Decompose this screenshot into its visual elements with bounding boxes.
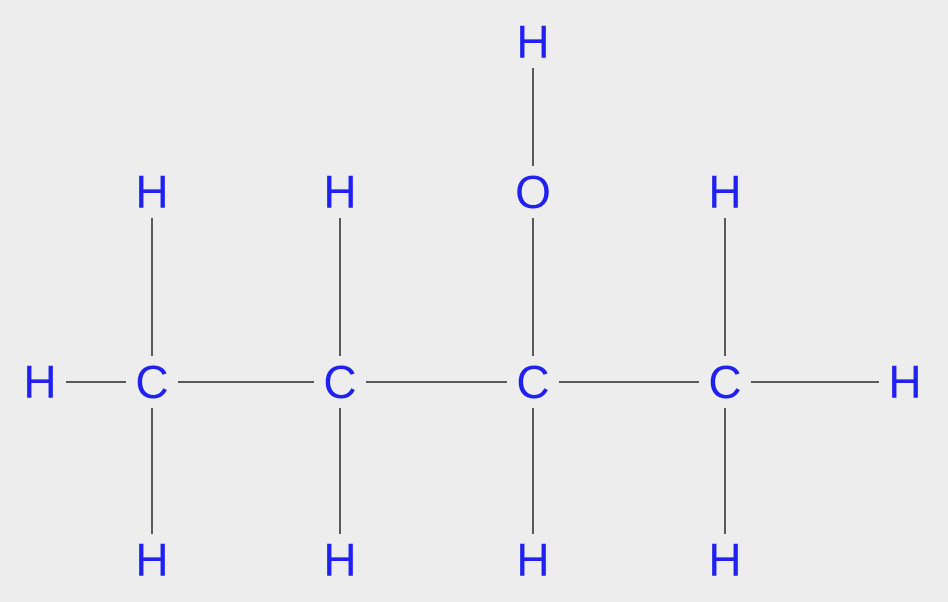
bond [532, 408, 534, 534]
bond [532, 68, 534, 166]
atom-c: C [516, 359, 549, 405]
bond [532, 218, 534, 356]
bond [66, 381, 126, 383]
bond [151, 218, 153, 356]
molecule-canvas: H H H O H H C C C C H H H H H [0, 0, 948, 602]
bond [339, 218, 341, 356]
atom-h: H [323, 537, 356, 583]
atom-o: O [515, 169, 551, 215]
atom-h: H [888, 359, 921, 405]
bond [559, 381, 699, 383]
bond [751, 381, 879, 383]
atom-c: C [135, 359, 168, 405]
bond [366, 381, 507, 383]
bond [151, 408, 153, 534]
bond [724, 218, 726, 356]
atom-h: H [23, 359, 56, 405]
atom-h: H [708, 169, 741, 215]
bond [724, 408, 726, 534]
bond [178, 381, 314, 383]
atom-h: H [135, 537, 168, 583]
atom-h: H [323, 169, 356, 215]
atom-c: C [323, 359, 356, 405]
bond [339, 408, 341, 534]
atom-h: H [135, 169, 168, 215]
atom-c: C [708, 359, 741, 405]
atom-h: H [516, 537, 549, 583]
atom-h: H [708, 537, 741, 583]
atom-h: H [516, 19, 549, 65]
